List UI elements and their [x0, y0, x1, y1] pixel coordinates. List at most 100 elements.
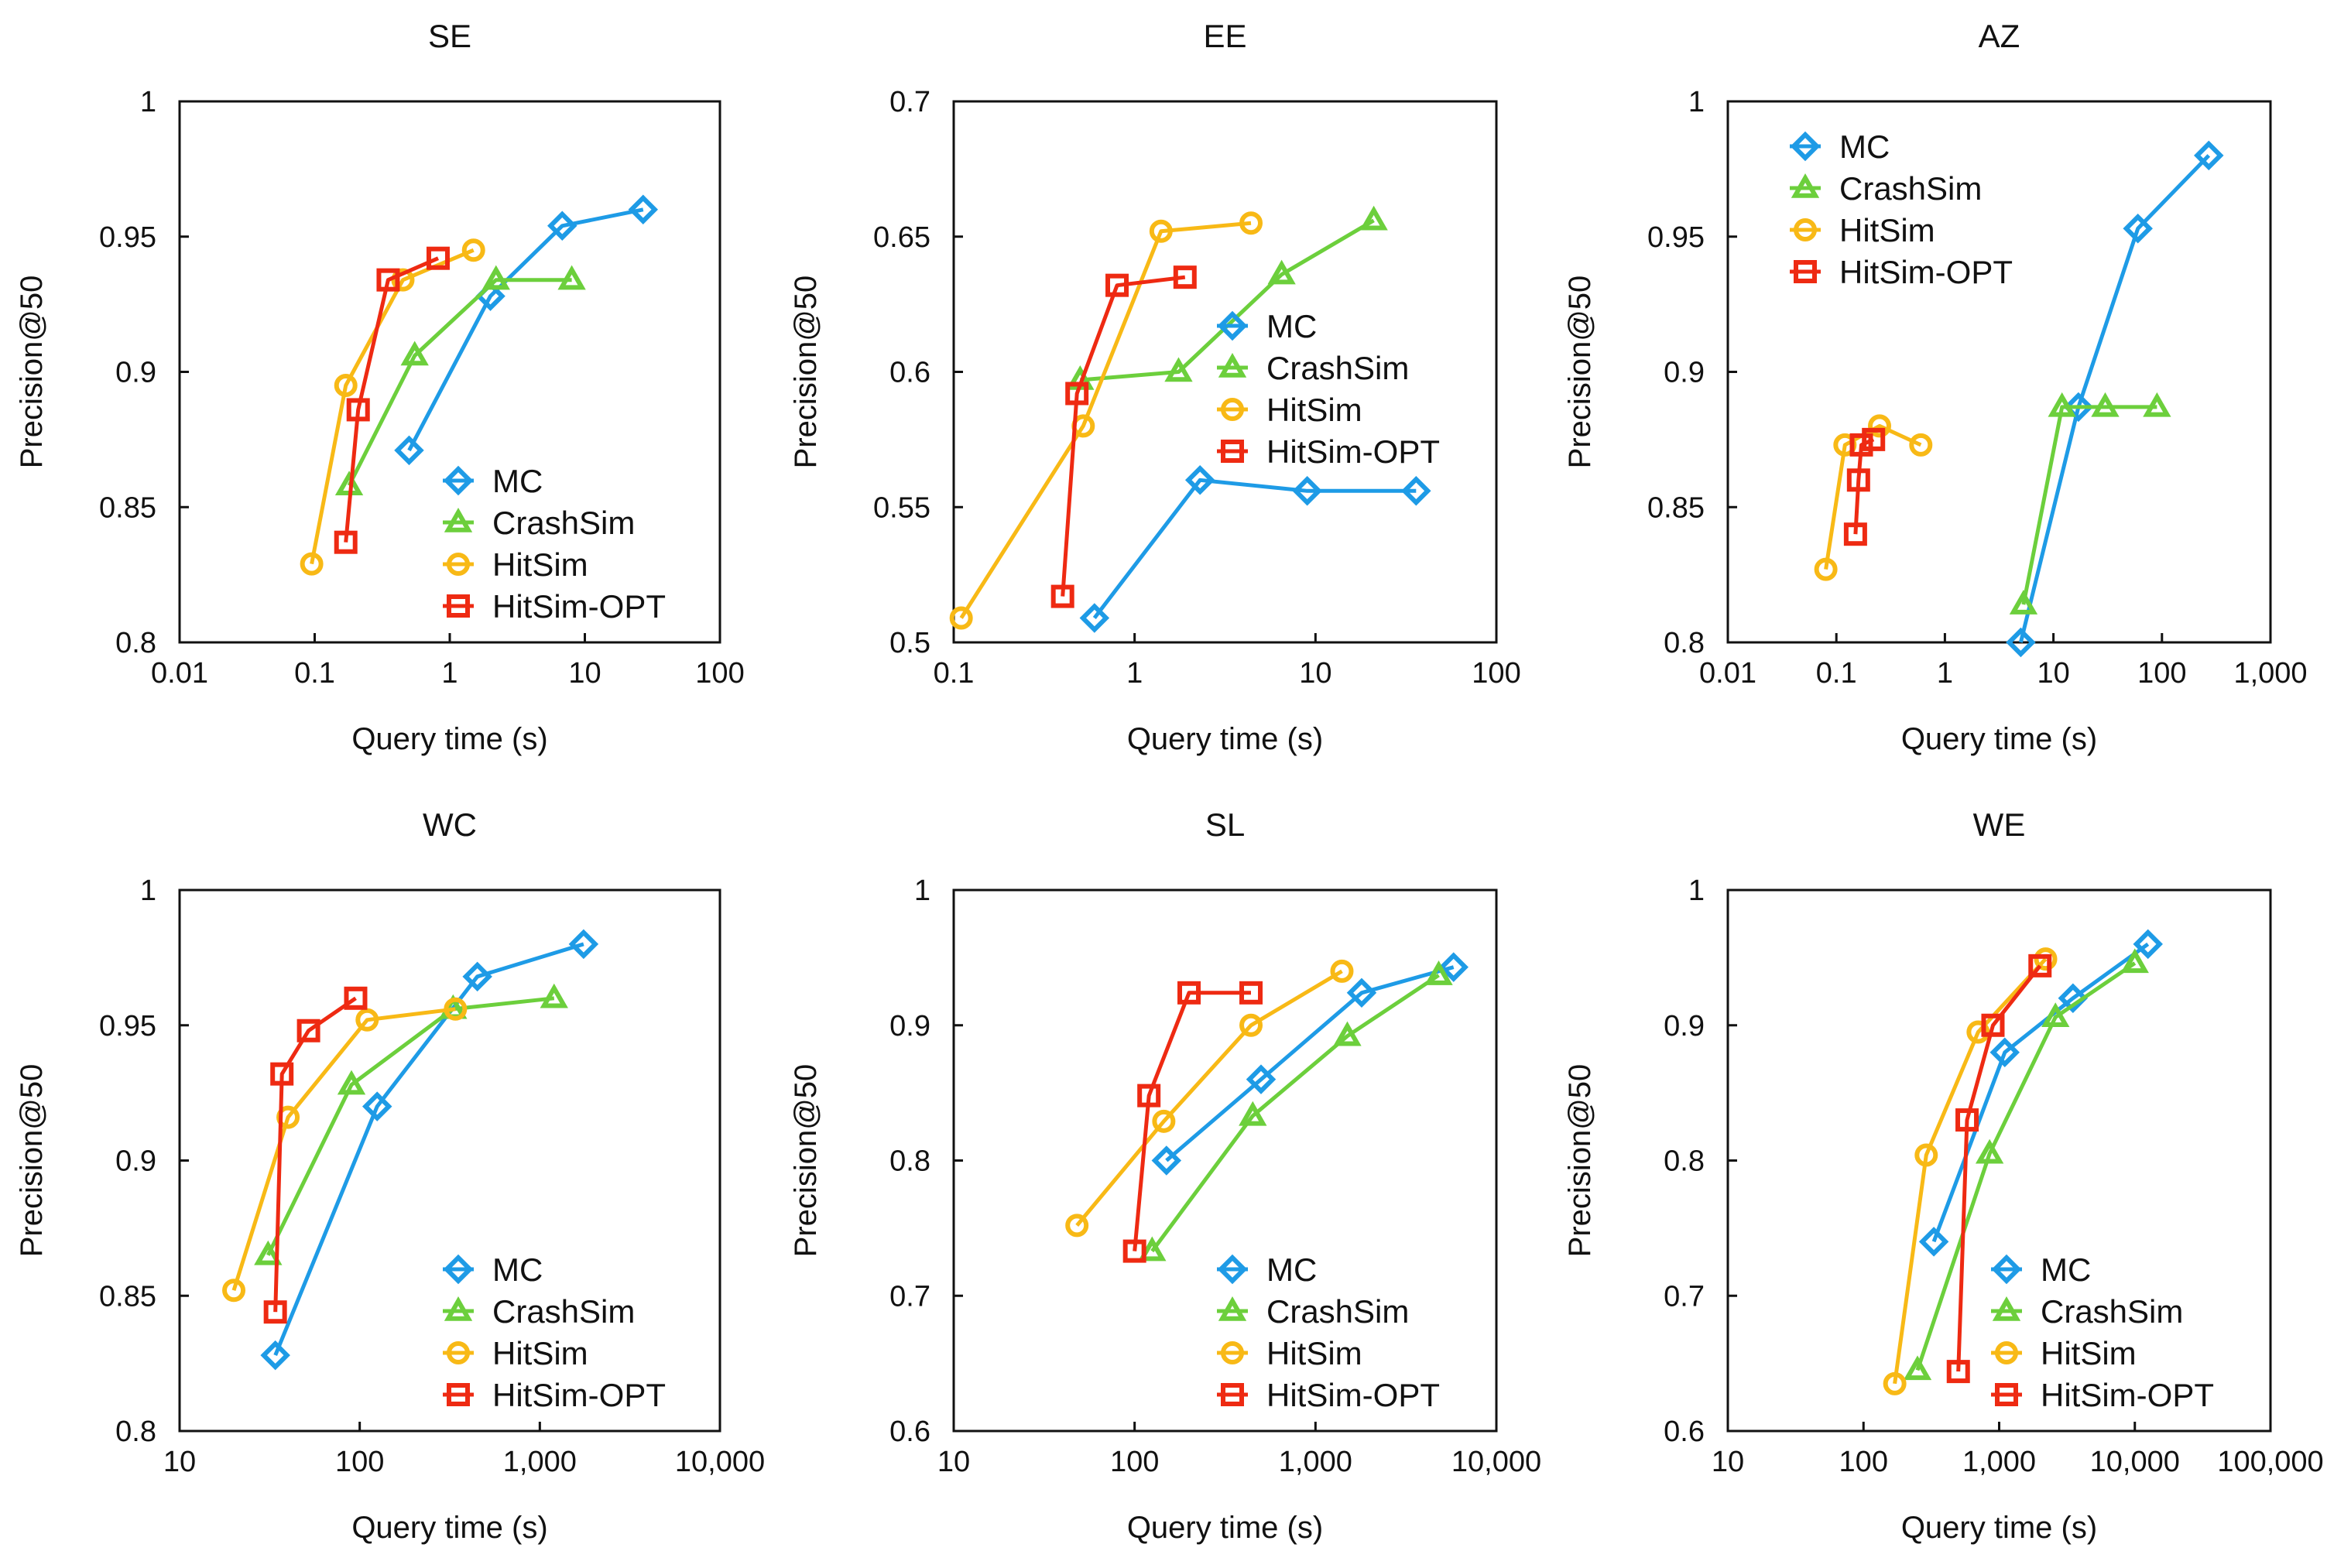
- data-point-mc: [2006, 627, 2036, 658]
- data-point-crashsim: [337, 1070, 366, 1095]
- data-point-hitsim: [391, 268, 415, 292]
- x-tick-label: 100,000: [2217, 1446, 2323, 1478]
- x-tick-label: 10: [163, 1446, 196, 1478]
- legend: MC CrashSim HitSim HitSim-OPT: [443, 463, 666, 625]
- y-axis-label: Precision@50: [789, 276, 823, 469]
- data-point-crashsim: [1267, 259, 1296, 285]
- y-tick-label: 0.8: [115, 627, 156, 659]
- legend: MC CrashSim HitSim HitSim-OPT: [1217, 1251, 1440, 1413]
- chart-title: SE: [428, 18, 471, 54]
- data-point-hitsim-opt: [1122, 1239, 1146, 1263]
- data-point-hitsim: [1330, 959, 1354, 983]
- data-point-hitsim-opt: [1050, 584, 1074, 608]
- x-tick-label: 10,000: [675, 1446, 765, 1478]
- data-point-hitsim-opt: [270, 1062, 294, 1086]
- x-tick-label: 1,000: [2233, 657, 2307, 690]
- legend-label: HitSim: [492, 1335, 588, 1371]
- chart-title: SL: [1205, 806, 1245, 843]
- data-point-hitsim: [2034, 947, 2058, 971]
- chart-panel-az: AZ 0.01 0.1 1 10 100 1,000 0.8 0.85 0.9 0.95 1 Query…: [1563, 18, 2308, 756]
- series-line-mc: [1092, 478, 1417, 620]
- data-point-hitsim: [222, 1279, 246, 1303]
- legend-label: HitSim: [1266, 392, 1362, 428]
- legend-label: CrashSim: [1839, 170, 1982, 207]
- legend-label: HitSim-OPT: [1839, 254, 2013, 290]
- data-point-crashsim: [2143, 392, 2171, 417]
- data-point-crashsim: [1164, 357, 1193, 382]
- legend: MC CrashSim HitSim HitSim-OPT: [1790, 128, 2013, 290]
- series-line-hitsim: [231, 1007, 456, 1292]
- data-point-hitsim: [1909, 433, 1933, 457]
- legend-marker: [1791, 173, 1820, 198]
- y-tick-label: 1: [140, 86, 156, 118]
- legend: MC CrashSim HitSim HitSim-OPT: [1991, 1251, 2214, 1413]
- data-point-crashsim: [1333, 1021, 1362, 1046]
- x-axis-label: Query time (s): [1901, 1511, 2097, 1545]
- x-axis-label: Query time (s): [1127, 1511, 1323, 1545]
- series-mc: [1151, 952, 1469, 1176]
- legend-label: MC: [1266, 308, 1317, 344]
- series-hitsim-opt: [1946, 953, 2052, 1384]
- series-line-hitsim: [310, 248, 475, 565]
- series-crashsim: [1138, 960, 1453, 1262]
- series-line-crashsim: [266, 996, 555, 1256]
- legend-label: CrashSim: [2041, 1293, 2183, 1330]
- legend-marker: [1221, 1383, 1244, 1406]
- data-point-crashsim: [2041, 1002, 2070, 1028]
- x-tick-label: 10,000: [2090, 1446, 2180, 1478]
- data-point-crashsim: [557, 265, 586, 290]
- x-tick-label: 1: [441, 657, 458, 690]
- series-line-hitsim-opt: [1956, 964, 2042, 1372]
- legend-marker: [1995, 1383, 2018, 1406]
- y-axis-label: Precision@50: [15, 1064, 49, 1258]
- legend-label: HitSim-OPT: [2041, 1377, 2214, 1413]
- series-crashsim: [1066, 205, 1388, 390]
- data-point-hitsim-opt: [1239, 981, 1263, 1005]
- x-tick-label: 10: [2037, 657, 2069, 690]
- data-point-crashsim: [2009, 590, 2038, 615]
- x-tick-label: 0.1: [294, 657, 335, 690]
- legend-marker: [1991, 1254, 2022, 1285]
- chart-title: EE: [1203, 18, 1246, 54]
- x-tick-label: 100: [1839, 1446, 1888, 1478]
- chart-panel-ee: EE 0.1 1 10 100 0.5 0.55 0.6 0.65 0.7 Query time (…: [789, 18, 1521, 756]
- y-axis-label: Precision@50: [15, 276, 49, 469]
- data-point-mc: [2133, 929, 2163, 960]
- legend-label: MC: [492, 463, 543, 499]
- y-tick-label: 0.6: [889, 1416, 930, 1448]
- legend-marker: [1221, 398, 1244, 421]
- legend-label: HitSim-OPT: [492, 588, 666, 625]
- data-point-hitsim-opt: [334, 530, 358, 554]
- y-axis-label: Precision@50: [1563, 276, 1597, 469]
- y-tick-label: 0.85: [99, 1280, 156, 1313]
- data-point-mc: [1438, 952, 1469, 982]
- data-point-hitsim: [444, 997, 468, 1021]
- legend-label: HitSim: [1266, 1335, 1362, 1371]
- legend-label: HitSim-OPT: [1266, 433, 1440, 470]
- series-crashsim: [254, 983, 568, 1265]
- y-tick-label: 1: [914, 875, 930, 907]
- data-point-hitsim: [949, 606, 973, 630]
- data-point-mc: [2194, 140, 2224, 171]
- x-tick-label: 10: [1299, 657, 1331, 690]
- data-point-mc: [2063, 392, 2094, 423]
- data-point-hitsim-opt: [1862, 427, 1886, 451]
- series-line-mc: [1931, 942, 2150, 1243]
- chart-title: AZ: [1979, 18, 2020, 54]
- legend: MC CrashSim HitSim HitSim-OPT: [443, 1251, 666, 1413]
- data-point-crashsim: [1975, 1138, 2004, 1164]
- legend-label: CrashSim: [492, 1293, 635, 1330]
- x-tick-label: 0.1: [934, 657, 975, 690]
- series-line-mc: [2018, 154, 2211, 643]
- y-tick-label: 0.95: [1647, 221, 1705, 254]
- series-hitsim: [1883, 947, 2058, 1395]
- x-tick-label: 10: [1712, 1446, 1744, 1478]
- x-tick-label: 0.1: [1816, 657, 1857, 690]
- x-tick-label: 1,000: [503, 1446, 577, 1478]
- data-point-hitsim: [300, 552, 324, 576]
- legend-label: HitSim-OPT: [1266, 1377, 1440, 1413]
- data-point-hitsim-opt: [263, 1300, 287, 1324]
- y-tick-label: 0.65: [873, 221, 930, 254]
- data-point-hitsim-opt: [1946, 1360, 1970, 1384]
